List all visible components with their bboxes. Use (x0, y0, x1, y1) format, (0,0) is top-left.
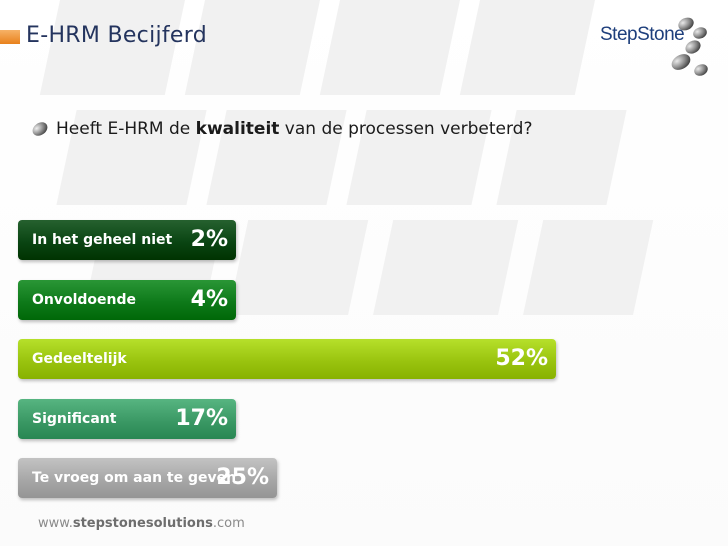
bar-te-vroeg-om-aan-te-geven (18, 458, 277, 498)
stepstone-stones-icon (671, 17, 708, 76)
bar-label-significant: Significant (32, 411, 117, 427)
slide-title: E-HRM Becijferd (26, 23, 207, 48)
bar-onvoldoende (18, 280, 236, 320)
question-text-after: van de processen verbeterd? (279, 119, 533, 139)
question-text-emphasis: kwaliteit (195, 119, 280, 139)
footer-url: www.stepstonesolutions.com (38, 516, 245, 531)
question-text: Heeft E-HRM de kwaliteit van de processe… (56, 119, 532, 139)
footer-url-prefix: www. (38, 516, 73, 531)
bar-label-in-het-geheel-niet: In het geheel niet (32, 232, 173, 248)
logo-text: StepStone (600, 24, 685, 45)
bar-significant (18, 399, 236, 439)
bar-label-te-vroeg-om-aan-te-geven: Te vroeg om aan te geven (32, 470, 237, 486)
bar-value-onvoldoende: 4% (190, 287, 228, 312)
bar-value-significant: 17% (175, 406, 228, 431)
bar-value-gedeeltelijk: 52% (495, 346, 548, 371)
bar-in-het-geheel-niet (18, 220, 236, 260)
footer-url-domain: stepstonesolutions (72, 516, 213, 531)
bar-value-in-het-geheel-niet: 2% (190, 227, 228, 252)
question-text-before: Heeft E-HRM de (56, 119, 196, 139)
stone-bullet-icon (32, 122, 48, 136)
bar-label-onvoldoende: Onvoldoende (32, 292, 137, 308)
stepstone-logo: StepStone (596, 14, 714, 86)
bar-gedeeltelijk (18, 339, 556, 379)
footer-url-suffix: .com (212, 516, 245, 531)
bar-label-gedeeltelijk: Gedeeltelijk (32, 351, 127, 367)
title-marker (0, 30, 20, 44)
bar-value-te-vroeg-om-aan-te-geven: 25% (216, 465, 269, 490)
